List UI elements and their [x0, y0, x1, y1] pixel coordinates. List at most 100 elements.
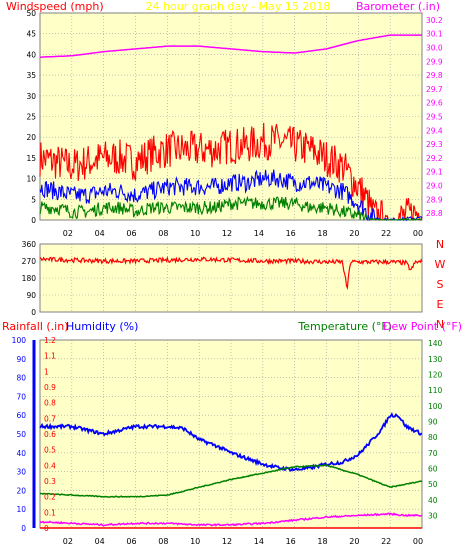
y-tick-label: 90	[428, 417, 438, 426]
y-tick-label: 29.7	[426, 85, 443, 94]
y-tick-label: 70	[16, 392, 26, 401]
temperature-series	[40, 464, 423, 498]
compass-label: N	[436, 318, 444, 331]
y-tick-label: 29.0	[426, 182, 443, 191]
y-tick-label: 28.8	[426, 209, 443, 218]
y-tick-label: 30.2	[426, 16, 443, 25]
x-tick-label: 12	[222, 537, 232, 546]
graph-title: 24 hour graph day - May 15 2018	[146, 0, 331, 13]
y-tick-label: 10	[26, 175, 36, 184]
temperature-axis-title: Temperature (°F)	[297, 320, 392, 333]
x-tick-label: 10	[190, 537, 200, 546]
compass-label: E	[437, 298, 444, 311]
x-tick-label: 06	[126, 537, 136, 546]
y-tick-label: 100	[12, 336, 27, 345]
compass-label: N	[436, 238, 444, 251]
y-tick-label: 180	[22, 274, 37, 283]
x-tick-label: 20	[349, 229, 359, 238]
y-tick-label: 360	[22, 240, 37, 249]
y-tick-label: 30.1	[426, 30, 443, 39]
x-tick-label: 14	[254, 537, 264, 546]
y-tick-label: 0.3	[44, 477, 56, 486]
y-tick-label: 5	[31, 195, 36, 204]
y-tick-label: 0.2	[44, 493, 56, 502]
y-tick-label: 1.1	[44, 352, 56, 361]
x-tick-label: 22	[381, 537, 391, 546]
x-tick-label: 20	[349, 537, 359, 546]
y-tick-label: 20	[16, 486, 26, 495]
y-tick-label: 30	[428, 511, 438, 520]
rainfall-axis-title: Rainfall (.in)	[2, 320, 69, 333]
x-tick-label: 22	[381, 229, 391, 238]
y-tick-label: 120	[428, 370, 443, 379]
wind-gust-series	[39, 122, 423, 221]
y-tick-label: 35	[26, 71, 36, 80]
y-tick-label: 29.1	[426, 168, 443, 177]
y-tick-label: 50	[16, 430, 26, 439]
y-tick-label: 10	[16, 505, 26, 514]
x-tick-label: 18	[317, 229, 327, 238]
x-tick-label: 14	[254, 229, 264, 238]
y-tick-label: 1	[44, 367, 49, 376]
y-tick-label: 29.4	[426, 126, 443, 135]
y-tick-label: 60	[428, 464, 438, 473]
x-tick-label: 04	[95, 537, 105, 546]
y-tick-label: 270	[22, 257, 37, 266]
x-tick-label: 04	[95, 229, 105, 238]
y-tick-label: 90	[16, 355, 26, 364]
x-tick-label: 18	[317, 537, 327, 546]
x-tick-label: 02	[63, 229, 73, 238]
y-tick-label: 1.2	[44, 336, 56, 345]
y-tick-label: 0.7	[44, 414, 56, 423]
dewpoint-axis-title: Dew Point (°F)	[383, 320, 462, 333]
y-tick-label: 0	[21, 524, 26, 533]
y-tick-label: 15	[26, 154, 36, 163]
y-tick-label: 29.2	[426, 154, 443, 163]
y-tick-label: 45	[26, 30, 36, 39]
y-tick-label: 0	[31, 308, 36, 317]
y-tick-label: 40	[428, 496, 438, 505]
x-tick-label: 06	[126, 229, 136, 238]
y-tick-label: 30	[26, 92, 36, 101]
y-tick-label: 20	[26, 133, 36, 142]
x-tick-label: 00	[413, 229, 423, 238]
y-tick-label: 0	[44, 524, 49, 533]
wind-barometer-panel: 0 5 10 15 20 25 30 35 40 45 50 28.8 28.9 29.0 29.1 29.…	[26, 9, 442, 238]
humidity-series	[39, 412, 423, 472]
y-tick-label: 29.8	[426, 71, 443, 80]
y-tick-label: 0.9	[44, 383, 56, 392]
y-tick-label: 29.9	[426, 57, 443, 66]
dewpoint-series	[39, 512, 423, 527]
y-tick-label: 0	[31, 216, 36, 225]
x-tick-label: 10	[190, 229, 200, 238]
y-tick-label: 0.6	[44, 430, 56, 439]
y-tick-label: 28.9	[426, 195, 443, 204]
compass-label: S	[437, 278, 444, 291]
x-tick-label: 16	[286, 537, 296, 546]
y-tick-label: 29.5	[426, 113, 443, 122]
x-tick-label: 08	[158, 537, 168, 546]
barometer-axis-title: Barometer (.in)	[356, 0, 440, 13]
y-tick-label: 40	[26, 50, 36, 59]
y-tick-label: 0.5	[44, 446, 56, 455]
y-tick-label: 80	[428, 433, 438, 442]
y-tick-label: 70	[428, 449, 438, 458]
y-tick-label: 50	[26, 9, 36, 18]
windspeed-axis-title: Windspeed (mph)	[6, 0, 104, 13]
barometer-series	[39, 34, 422, 58]
y-tick-label: 130	[428, 355, 443, 364]
compass-label: W	[435, 258, 446, 271]
x-tick-label: 12	[222, 229, 232, 238]
x-tick-label: 00	[413, 537, 423, 546]
y-tick-label: 40	[16, 449, 26, 458]
y-tick-label: 30	[16, 468, 26, 477]
humidity-axis-title: Humidity (%)	[66, 320, 138, 333]
wind-low-series	[39, 195, 422, 221]
y-tick-label: 29.3	[426, 140, 443, 149]
x-tick-label: 16	[286, 229, 296, 238]
y-tick-label: 80	[16, 374, 26, 383]
y-tick-label: 100	[428, 402, 443, 411]
